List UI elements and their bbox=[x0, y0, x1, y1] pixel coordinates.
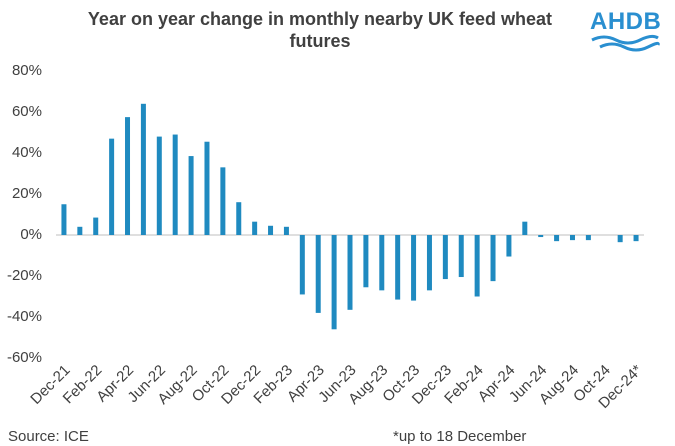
bar bbox=[125, 117, 131, 235]
bar bbox=[490, 235, 496, 282]
y-tick-label: 40% bbox=[12, 144, 42, 161]
y-tick-label: 20% bbox=[12, 185, 42, 202]
bar bbox=[538, 235, 544, 238]
logo-wave bbox=[591, 34, 659, 45]
source: Source: ICE bbox=[8, 428, 89, 445]
bar bbox=[220, 167, 226, 235]
bar bbox=[204, 141, 210, 235]
y-tick-label: 0% bbox=[20, 226, 42, 243]
y-tick-label: -20% bbox=[7, 267, 42, 284]
bar bbox=[299, 235, 305, 295]
bar bbox=[442, 235, 448, 280]
bar bbox=[61, 204, 67, 235]
bar bbox=[633, 235, 639, 242]
y-tick-label: -60% bbox=[7, 349, 42, 366]
bar bbox=[188, 156, 194, 235]
bar bbox=[236, 202, 242, 235]
bar bbox=[617, 235, 623, 243]
y-tick-label: 80% bbox=[12, 62, 42, 79]
bar bbox=[522, 221, 528, 235]
bar bbox=[93, 217, 99, 235]
bar bbox=[395, 235, 401, 300]
chart-title: Year on year change in monthly nearby UK… bbox=[87, 9, 553, 51]
bar bbox=[252, 221, 258, 235]
bar bbox=[315, 235, 321, 313]
bar bbox=[172, 134, 178, 235]
bar bbox=[156, 136, 162, 235]
bar bbox=[283, 226, 289, 235]
bar bbox=[268, 225, 274, 235]
bar bbox=[426, 235, 432, 291]
bar bbox=[554, 235, 560, 242]
bar bbox=[109, 138, 115, 235]
bar bbox=[458, 235, 464, 278]
y-tick-label: 60% bbox=[12, 103, 42, 120]
bar bbox=[379, 235, 385, 291]
bar bbox=[363, 235, 369, 288]
footnote: *up to 18 December bbox=[393, 428, 527, 445]
bar bbox=[331, 235, 337, 330]
bar bbox=[585, 235, 591, 241]
bar bbox=[506, 235, 512, 257]
bar bbox=[569, 235, 575, 241]
bar bbox=[474, 235, 480, 297]
logo-wave bbox=[599, 41, 660, 52]
bar bbox=[411, 235, 417, 301]
logo: AHDB bbox=[590, 8, 662, 35]
y-tick-label: -40% bbox=[7, 308, 42, 325]
bar bbox=[347, 235, 353, 310]
bar bbox=[77, 226, 83, 235]
bar bbox=[140, 103, 146, 235]
